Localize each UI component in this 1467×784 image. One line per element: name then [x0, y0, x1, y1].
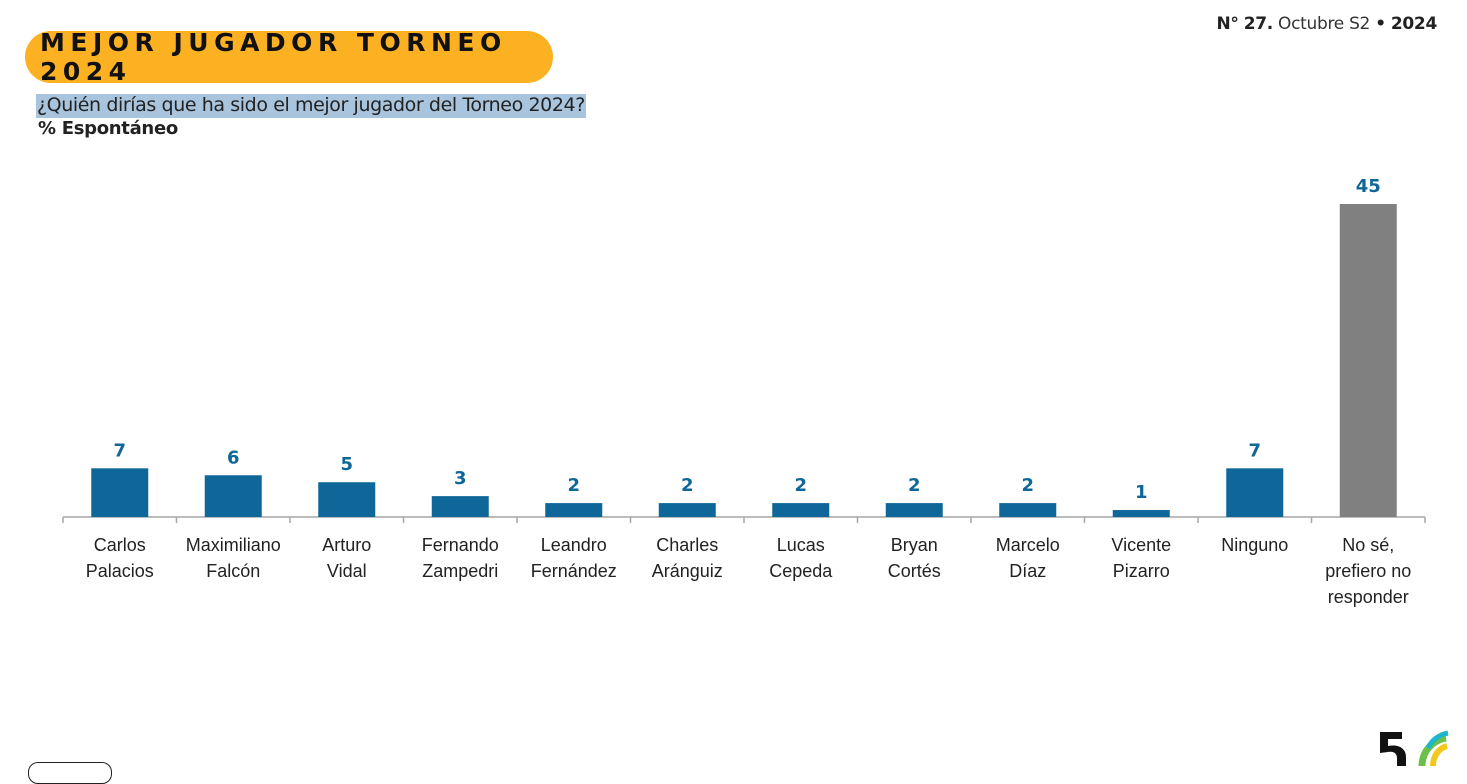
data-label: 6 [227, 447, 240, 468]
data-label: 2 [567, 475, 580, 496]
data-label: 3 [454, 468, 467, 489]
data-label: 5 [340, 454, 353, 475]
category-label: Arturo Vidal [322, 535, 371, 581]
bar [204, 475, 262, 517]
category-label: Marcelo Díaz [996, 535, 1060, 581]
issue-number: 27. [1243, 14, 1274, 34]
category-label: Leandro Fernández [531, 535, 617, 581]
data-label: 45 [1356, 176, 1381, 197]
brand-logo [1380, 730, 1449, 766]
data-label: 2 [794, 475, 807, 496]
category-label: Ninguno [1221, 535, 1288, 555]
issue-month: Octubre S2 [1278, 14, 1371, 34]
category-label: Carlos Palacios [86, 535, 154, 581]
bar [999, 503, 1057, 517]
bar [431, 496, 489, 517]
corner-badge [28, 762, 112, 784]
data-label: 7 [113, 440, 126, 461]
data-label: 1 [1135, 482, 1148, 503]
issue-prefix: N° [1216, 14, 1239, 34]
data-label: 2 [681, 475, 694, 496]
category-label: Vicente Pizarro [1111, 535, 1171, 581]
data-label: 7 [1248, 440, 1261, 461]
bar-chart: 7 Carlos Palacios 6 Maximiliano Falcón 5 Arturo… [62, 176, 1426, 607]
category-label: Bryan Cortés [888, 535, 941, 581]
bar [772, 503, 830, 517]
bar [1339, 204, 1397, 517]
bar [1226, 468, 1284, 517]
bar [545, 503, 603, 517]
issue-separator: • [1375, 14, 1386, 34]
category-label: Fernando Zampedri [422, 535, 499, 581]
data-label: 2 [1021, 475, 1034, 496]
bar [658, 503, 716, 517]
page-title: MEJOR JUGADOR TORNEO 2024 [40, 28, 507, 86]
title-banner: MEJOR JUGADOR TORNEO 2024 [25, 28, 553, 86]
bar [1112, 510, 1170, 517]
category-label: Maximiliano Falcón [186, 535, 281, 581]
issue-info: N° 27. Octubre S2 • 2024 [1216, 14, 1437, 34]
category-label: Lucas Cepeda [769, 535, 833, 581]
bar [91, 468, 149, 517]
category-label: Charles Aránguiz [652, 535, 723, 581]
survey-question: ¿Quién dirías que ha sido el mejor jugad… [36, 94, 586, 118]
chart-subtitle: % Espontáneo [38, 118, 178, 139]
category-label: No sé, prefiero no responder [1325, 535, 1411, 607]
data-label: 2 [908, 475, 921, 496]
bar [318, 482, 376, 517]
issue-year: 2024 [1390, 14, 1437, 34]
bar [885, 503, 943, 517]
